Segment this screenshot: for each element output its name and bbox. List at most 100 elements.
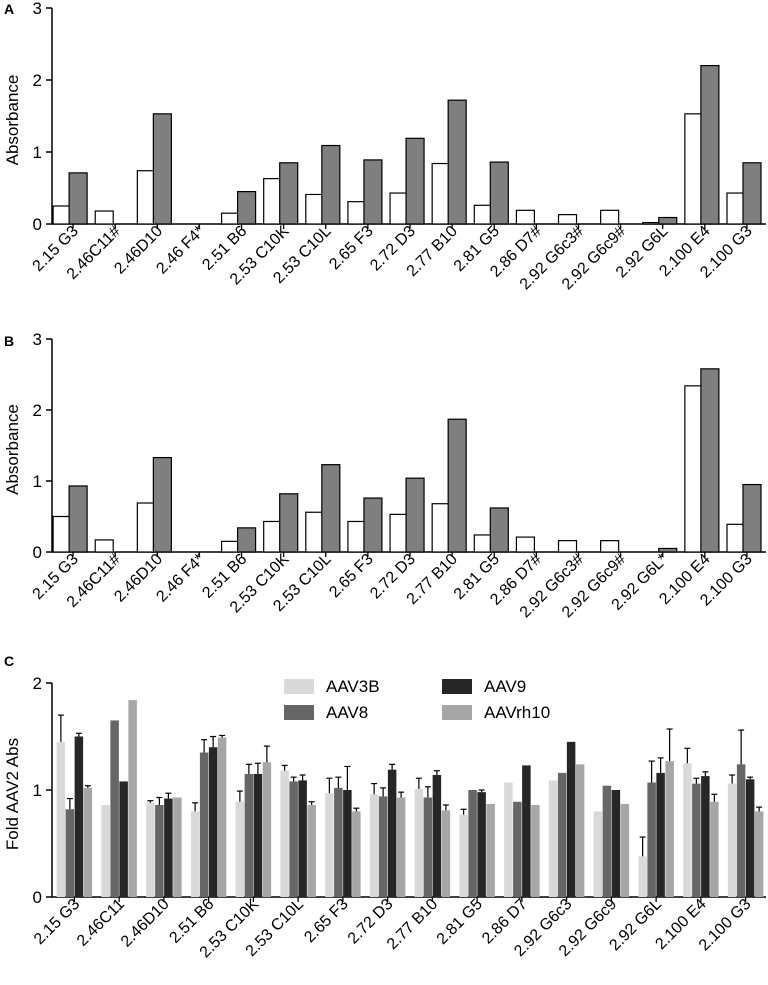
bar-gray (658, 547, 678, 553)
bar-white (347, 201, 367, 225)
bar-gray (236, 191, 257, 225)
bar-gray (405, 137, 425, 225)
bar-aav3b (638, 856, 647, 897)
x-tick-label: 2.46D10 (118, 896, 173, 951)
bar-aav8 (155, 804, 164, 897)
bar-aav9 (611, 790, 621, 897)
bar-aav9 (522, 765, 531, 897)
bar-gray (405, 477, 425, 553)
bar-white (473, 534, 493, 553)
bar-aav3b (504, 782, 513, 897)
bar-white (515, 209, 536, 225)
panel-label: B (4, 333, 14, 349)
panel-label: A (4, 1, 14, 17)
y-tick-label: 2 (33, 71, 42, 90)
bar-aav3b (56, 741, 66, 897)
bar-aav8 (513, 801, 522, 897)
bar-white (136, 170, 156, 225)
legend-swatch-aav9 (442, 679, 472, 694)
panel-label: C (4, 653, 14, 669)
bar-white (473, 204, 493, 225)
bar-aav9 (745, 779, 755, 897)
y-tick-label: 1 (33, 143, 42, 162)
bar-white (389, 513, 409, 553)
bar-aav3b (727, 783, 737, 897)
bar-white (52, 205, 72, 225)
bar-white (642, 221, 662, 225)
bar-aavrh10 (128, 700, 137, 897)
bar-aav8 (557, 772, 567, 897)
bar-white (684, 385, 704, 553)
bar-white (684, 113, 704, 225)
bar-aav9 (566, 741, 576, 897)
bar-aav3b (146, 802, 155, 897)
bar-gray (279, 162, 299, 225)
bar-aavrh10 (83, 787, 93, 897)
bar-gray (447, 418, 467, 553)
bar-white (220, 212, 241, 225)
bar-gray (236, 527, 257, 553)
x-tick-label: 2.65 F3 (301, 896, 351, 946)
bar-aav9 (298, 780, 307, 897)
bar-aav3b (190, 811, 200, 897)
y-tick-label: 0 (33, 215, 42, 234)
bar-aav8 (378, 796, 388, 897)
bar-aav8 (289, 781, 298, 897)
bar-aavrh10 (396, 797, 406, 897)
bar-aav9 (119, 781, 128, 897)
bar-gray (742, 162, 762, 225)
bar-aav8 (199, 752, 209, 897)
bar-aav8 (602, 785, 612, 897)
bar-gray (363, 497, 383, 553)
bar-aav8 (692, 783, 701, 897)
bar-aavrh10 (307, 804, 316, 897)
bar-white (431, 162, 451, 225)
bar-gray (152, 456, 172, 553)
legend-swatch-aav8 (284, 705, 314, 720)
bar-gray (152, 113, 172, 225)
bar-gray (363, 159, 383, 225)
bar-aavrh10 (754, 811, 764, 897)
bar-white (600, 540, 620, 553)
y-tick-label: 0 (33, 888, 42, 907)
bar-aav9 (343, 790, 352, 897)
legend-label: AAV8 (326, 703, 368, 722)
bar-aav8 (736, 764, 746, 897)
bar-aavrh10 (486, 803, 495, 897)
legend-swatch-aavrh10 (442, 705, 472, 720)
bar-aav3b (683, 763, 692, 897)
bar-aav8 (244, 773, 254, 897)
bar-aav8 (110, 720, 119, 897)
bar-white (52, 515, 72, 553)
bar-aavrh10 (173, 797, 182, 897)
bar-white (726, 523, 746, 553)
bar-aavrh10 (710, 801, 719, 897)
bar-white (515, 536, 536, 553)
x-tick-label: 2.81 G5 (434, 896, 486, 948)
y-tick-label: 3 (33, 0, 42, 18)
bar-gray (489, 161, 509, 225)
bar-white (263, 520, 283, 553)
bar-white (389, 192, 409, 225)
bar-aav3b (325, 793, 334, 897)
bar-white (557, 214, 578, 225)
bar-aav9 (253, 773, 263, 897)
bar-aavrh10 (441, 810, 451, 897)
bar-gray (447, 99, 467, 225)
y-tick-label: 2 (33, 401, 42, 420)
bar-aav9 (656, 772, 665, 897)
bar-aavrh10 (575, 764, 585, 897)
bar-aav9 (74, 736, 84, 897)
bar-white (431, 503, 451, 553)
y-axis-label: Absorbance (3, 75, 22, 166)
bar-gray (700, 368, 720, 553)
legend-swatch-aav3b (284, 679, 314, 694)
bar-white (136, 502, 156, 553)
bar-aav9 (387, 769, 397, 897)
bar-gray (68, 485, 88, 553)
bar-gray (68, 172, 88, 225)
